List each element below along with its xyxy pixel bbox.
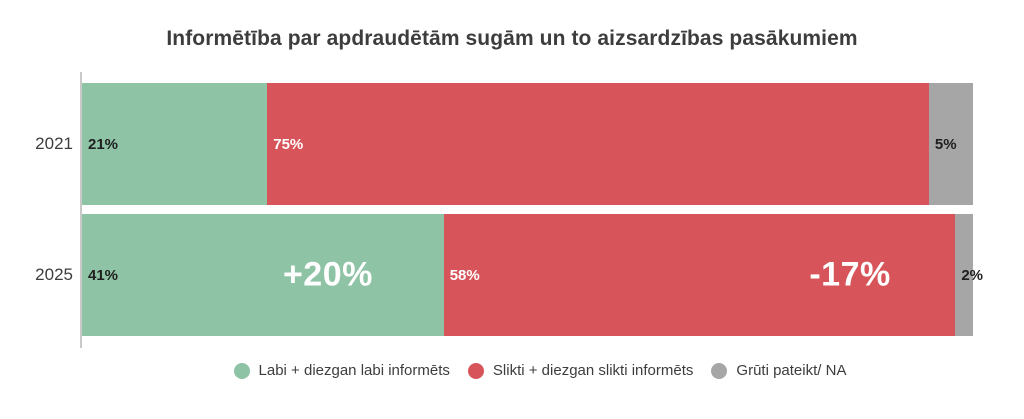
chart-title: Informētība par apdraudētām sugām un to … <box>166 27 858 50</box>
legend-item-slikti-informets: Slikti + diezgan slikti informēts <box>467 362 694 379</box>
stacked-bar-2021: 21% 75% 5% <box>82 83 973 205</box>
change-annotation-negative: -17% <box>809 255 891 294</box>
bar-row-2021: 2021 21% 75% 5% <box>0 83 973 205</box>
segment-2025-slikti-informets: 58% <box>443 214 956 336</box>
legend-item-gruti-pateikt: Grūti pateikt/ NA <box>711 362 846 379</box>
y-axis-line <box>80 72 82 348</box>
change-annotation-positive: +20% <box>282 255 373 294</box>
y-axis-label-2021: 2021 <box>35 134 73 153</box>
legend-item-labi-informets: Labi + diezgan labi informēts <box>233 362 450 379</box>
segment-2021-gruti-pateikt: 5% <box>928 83 973 205</box>
legend-swatch-gray-icon <box>711 362 728 379</box>
stacked-bar-2025: 41% 58% 2% +20% -17% <box>82 214 983 336</box>
segment-value-label: 5% <box>934 135 957 153</box>
legend-label: Slikti + diezgan slikti informēts <box>492 362 694 379</box>
segment-2025-gruti-pateikt: 2% <box>955 214 983 336</box>
bar-row-2025: 2025 41% 58% 2% +20% -17% <box>0 214 983 336</box>
segment-value-label: 41% <box>88 266 119 284</box>
legend-swatch-green-icon <box>233 362 250 379</box>
segment-value-label: 21% <box>88 135 119 153</box>
legend-label: Labi + diezgan labi informēts <box>258 362 450 379</box>
segment-2025-labi-informets: 41% <box>82 214 444 336</box>
segment-value-label: 2% <box>961 266 984 284</box>
segment-2021-labi-informets: 21% <box>82 83 268 205</box>
segment-value-label: 58% <box>449 266 480 284</box>
y-axis-label-2025: 2025 <box>35 265 73 284</box>
legend-swatch-red-icon <box>467 362 484 379</box>
legend-label: Grūti pateikt/ NA <box>736 362 847 379</box>
segment-2021-slikti-informets: 75% <box>267 83 929 205</box>
legend: Labi + diezgan labi informēts Slikti + d… <box>0 362 1024 379</box>
segment-value-label: 75% <box>273 135 304 153</box>
